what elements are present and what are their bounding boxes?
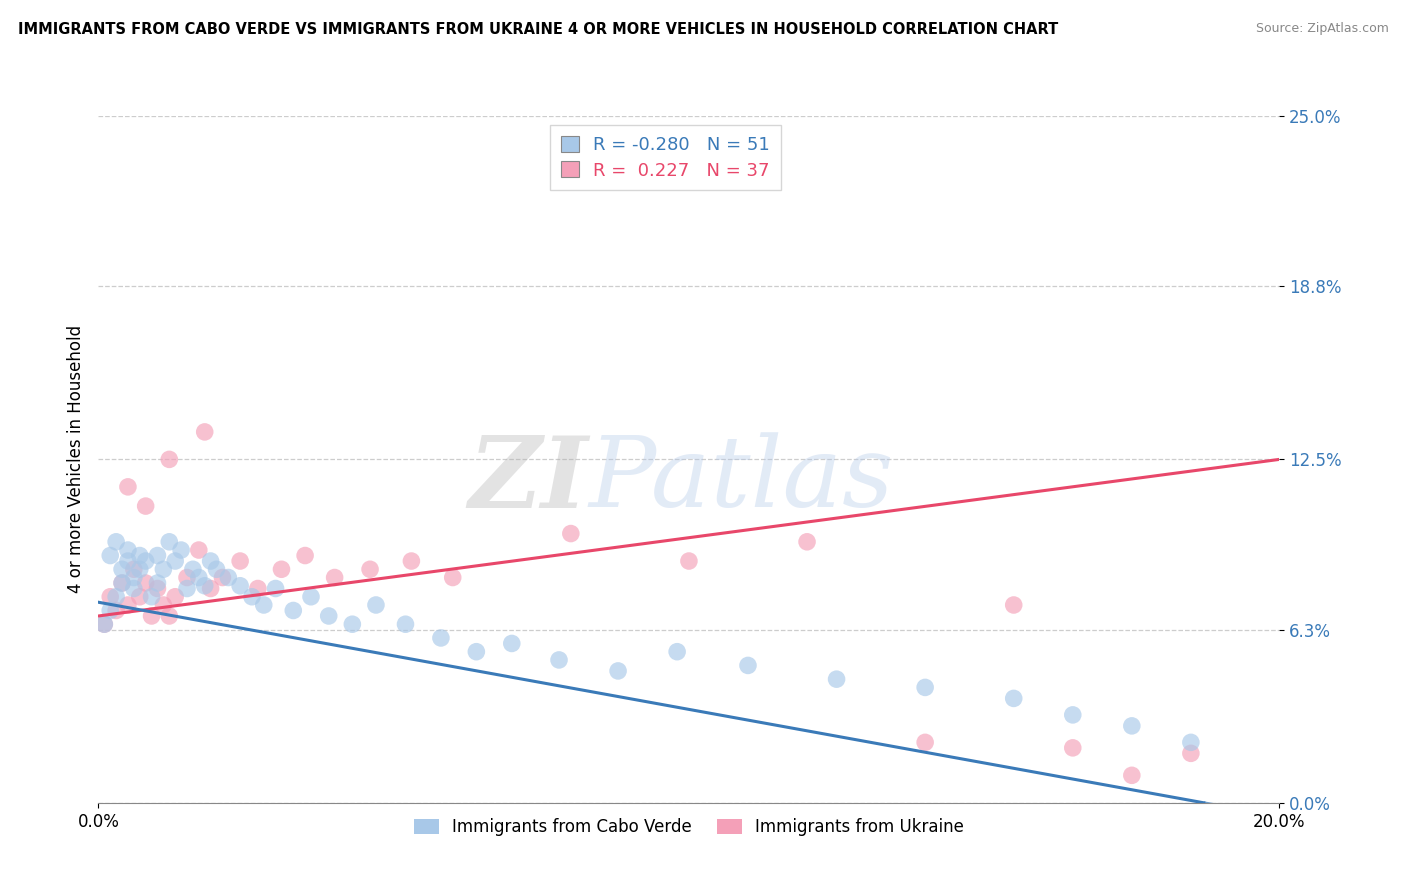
Legend: Immigrants from Cabo Verde, Immigrants from Ukraine: Immigrants from Cabo Verde, Immigrants f…: [408, 811, 970, 843]
Y-axis label: 4 or more Vehicles in Household: 4 or more Vehicles in Household: [66, 326, 84, 593]
Point: [122, 562, 145, 576]
Point: [141, 609, 163, 624]
Point: [401, 554, 423, 568]
Point: [187, 570, 209, 584]
Point: [560, 526, 582, 541]
Point: [176, 570, 198, 584]
Point: [240, 590, 263, 604]
Point: [501, 636, 523, 650]
Point: [1062, 707, 1084, 722]
Point: [796, 534, 818, 549]
Point: [364, 598, 387, 612]
Point: [666, 645, 689, 659]
Text: Patlas: Patlas: [589, 433, 894, 528]
Point: [117, 554, 139, 568]
Point: [141, 590, 163, 604]
Point: [359, 562, 381, 576]
Point: [441, 570, 464, 584]
Point: [323, 570, 346, 584]
Point: [135, 576, 157, 591]
Point: [181, 562, 204, 576]
Point: [914, 681, 936, 695]
Point: [194, 579, 217, 593]
Point: [299, 590, 322, 604]
Point: [294, 549, 316, 563]
Point: [128, 562, 150, 576]
Point: [264, 582, 287, 596]
Point: [122, 570, 145, 584]
Point: [1180, 735, 1202, 749]
Point: [111, 562, 134, 576]
Point: [1002, 598, 1025, 612]
Point: [117, 480, 139, 494]
Point: [394, 617, 416, 632]
Point: [105, 534, 128, 549]
Point: [1062, 740, 1084, 755]
Point: [200, 582, 222, 596]
Point: [194, 425, 217, 439]
Text: IMMIGRANTS FROM CABO VERDE VS IMMIGRANTS FROM UKRAINE 4 OR MORE VEHICLES IN HOUS: IMMIGRANTS FROM CABO VERDE VS IMMIGRANTS…: [18, 22, 1059, 37]
Point: [128, 549, 150, 563]
Point: [122, 582, 145, 596]
Point: [1121, 768, 1143, 782]
Point: [146, 582, 169, 596]
Point: [105, 603, 128, 617]
Point: [135, 554, 157, 568]
Point: [157, 452, 180, 467]
Point: [211, 570, 233, 584]
Point: [205, 562, 228, 576]
Point: [465, 645, 488, 659]
Point: [176, 582, 198, 596]
Point: [117, 543, 139, 558]
Point: [217, 570, 239, 584]
Point: [157, 609, 180, 624]
Point: [1121, 719, 1143, 733]
Point: [135, 499, 157, 513]
Point: [152, 562, 174, 576]
Point: [98, 590, 121, 604]
Point: [128, 590, 150, 604]
Point: [105, 590, 128, 604]
Point: [548, 653, 571, 667]
Point: [170, 543, 193, 558]
Point: [678, 554, 700, 568]
Point: [93, 617, 115, 632]
Text: ZI: ZI: [468, 432, 589, 528]
Point: [117, 598, 139, 612]
Point: [1180, 747, 1202, 761]
Point: [165, 590, 187, 604]
Point: [318, 609, 340, 624]
Point: [152, 598, 174, 612]
Point: [914, 735, 936, 749]
Point: [146, 549, 169, 563]
Point: [270, 562, 292, 576]
Point: [200, 554, 222, 568]
Point: [430, 631, 453, 645]
Point: [157, 534, 180, 549]
Point: [246, 582, 269, 596]
Point: [253, 598, 276, 612]
Point: [342, 617, 364, 632]
Point: [111, 576, 134, 591]
Point: [229, 554, 252, 568]
Point: [737, 658, 759, 673]
Point: [187, 543, 209, 558]
Point: [111, 576, 134, 591]
Point: [98, 603, 121, 617]
Point: [607, 664, 630, 678]
Point: [1002, 691, 1025, 706]
Text: Source: ZipAtlas.com: Source: ZipAtlas.com: [1256, 22, 1389, 36]
Point: [229, 579, 252, 593]
Point: [825, 672, 848, 686]
Point: [283, 603, 305, 617]
Point: [146, 576, 169, 591]
Point: [165, 554, 187, 568]
Point: [93, 617, 115, 632]
Point: [98, 549, 121, 563]
